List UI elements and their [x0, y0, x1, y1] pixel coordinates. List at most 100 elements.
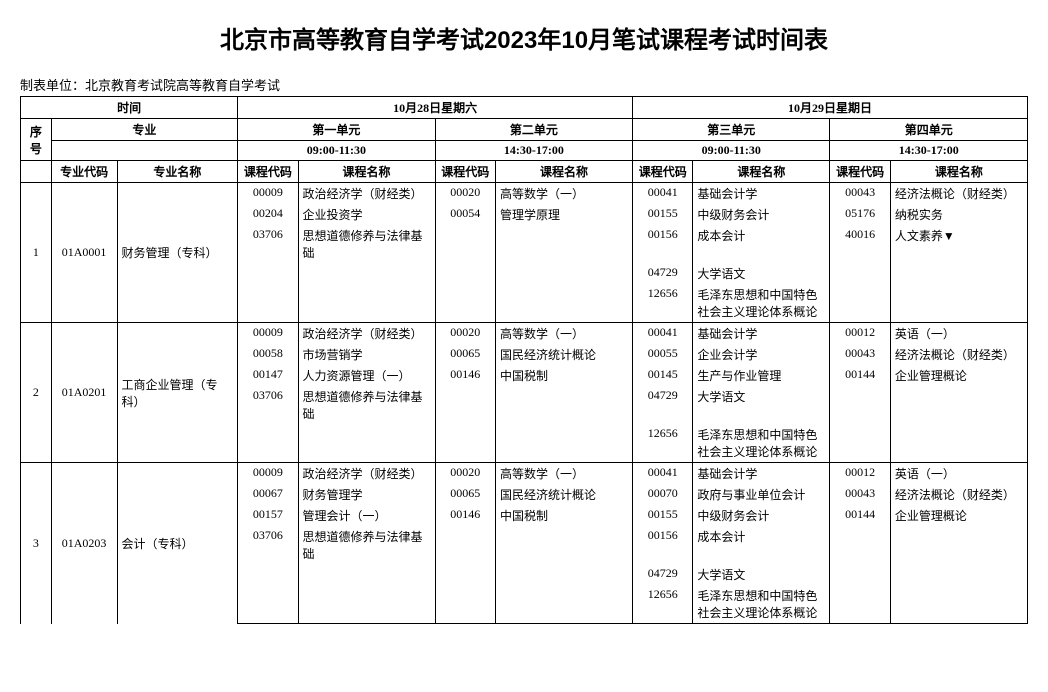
- course-code-cell: 00009: [238, 183, 298, 205]
- header-course-code-3: 课程代码: [633, 161, 693, 183]
- course-name-cell: 纳税实务: [890, 204, 1027, 225]
- header-course-code-2: 课程代码: [435, 161, 495, 183]
- course-name-cell: 思想道德修养与法律基础: [298, 386, 435, 424]
- header-major-code: 专业代码: [51, 161, 117, 183]
- table-body: 101A0001财务管理（专科）00009政治经济学（财经类）00020高等数学…: [21, 183, 1028, 624]
- course-name-cell: 生产与作业管理: [693, 365, 830, 386]
- course-code-cell: 40016: [830, 225, 890, 263]
- course-code-cell: [435, 585, 495, 624]
- header-course-name-3: 课程名称: [693, 161, 830, 183]
- course-code-cell: 00054: [435, 204, 495, 225]
- header-course-code-4: 课程代码: [830, 161, 890, 183]
- course-code-cell: 12656: [633, 585, 693, 624]
- header-time: 时间: [21, 97, 238, 119]
- course-name-cell: 管理学原理: [495, 204, 632, 225]
- course-name-cell: [495, 526, 632, 564]
- course-code-cell: 00067: [238, 484, 298, 505]
- course-code-cell: 00041: [633, 183, 693, 205]
- course-name-cell: [890, 424, 1027, 463]
- schedule-table: 时间 10月28日星期六 10月29日星期日 序号 专业 第一单元 第二单元 第…: [20, 96, 1028, 624]
- course-code-cell: 04729: [633, 263, 693, 284]
- course-name-cell: [495, 225, 632, 263]
- course-code-cell: 00009: [238, 463, 298, 485]
- course-name-cell: 成本会计: [693, 225, 830, 263]
- major-code-cell: 01A0203: [51, 463, 117, 624]
- course-code-cell: 12656: [633, 284, 693, 323]
- header-time2: 14:30-17:00: [435, 141, 632, 161]
- course-name-cell: [890, 386, 1027, 424]
- header-seq-blank: [21, 161, 52, 183]
- course-code-cell: [830, 585, 890, 624]
- course-name-cell: 思想道德修养与法律基础: [298, 225, 435, 263]
- course-code-cell: [435, 526, 495, 564]
- course-code-cell: [830, 564, 890, 585]
- course-code-cell: 00155: [633, 204, 693, 225]
- table-row: 301A0203会计（专科）00009政治经济学（财经类）00020高等数学（一…: [21, 463, 1028, 485]
- course-name-cell: [495, 564, 632, 585]
- course-name-cell: 毛泽东思想和中国特色社会主义理论体系概论: [693, 424, 830, 463]
- course-code-cell: [830, 263, 890, 284]
- course-code-cell: 03706: [238, 386, 298, 424]
- course-name-cell: 企业管理概论: [890, 365, 1027, 386]
- course-name-cell: 人力资源管理（一）: [298, 365, 435, 386]
- course-name-cell: [890, 284, 1027, 323]
- course-name-cell: 经济法概论（财经类）: [890, 484, 1027, 505]
- course-code-cell: 03706: [238, 225, 298, 263]
- course-code-cell: 00144: [830, 505, 890, 526]
- course-code-cell: [238, 424, 298, 463]
- header-major: 专业: [51, 119, 237, 141]
- header-time4: 14:30-17:00: [830, 141, 1028, 161]
- course-name-cell: 政治经济学（财经类）: [298, 183, 435, 205]
- major-name-cell: 财务管理（专科）: [117, 183, 238, 323]
- major-code-cell: 01A0201: [51, 323, 117, 463]
- course-code-cell: 00020: [435, 323, 495, 345]
- course-name-cell: 企业会计学: [693, 344, 830, 365]
- subtitle: 制表单位：北京教育考试院高等教育自学考试: [20, 75, 1028, 94]
- table-row: 101A0001财务管理（专科）00009政治经济学（财经类）00020高等数学…: [21, 183, 1028, 205]
- course-name-cell: 中级财务会计: [693, 505, 830, 526]
- course-code-cell: 05176: [830, 204, 890, 225]
- course-code-cell: 00020: [435, 463, 495, 485]
- header-time3: 09:00-11:30: [633, 141, 830, 161]
- course-name-cell: 经济法概论（财经类）: [890, 344, 1027, 365]
- course-name-cell: 企业管理概论: [890, 505, 1027, 526]
- course-name-cell: [495, 585, 632, 624]
- course-code-cell: 00012: [830, 463, 890, 485]
- course-name-cell: 毛泽东思想和中国特色社会主义理论体系概论: [693, 284, 830, 323]
- header-course-name-4: 课程名称: [890, 161, 1027, 183]
- header-course-code-1: 课程代码: [238, 161, 298, 183]
- course-code-cell: 00041: [633, 463, 693, 485]
- course-name-cell: 大学语文: [693, 263, 830, 284]
- course-code-cell: 00055: [633, 344, 693, 365]
- course-name-cell: 高等数学（一）: [495, 183, 632, 205]
- course-code-cell: [830, 526, 890, 564]
- course-code-cell: 00144: [830, 365, 890, 386]
- course-name-cell: [495, 284, 632, 323]
- course-code-cell: 00012: [830, 323, 890, 345]
- course-name-cell: [495, 263, 632, 284]
- course-name-cell: [298, 585, 435, 624]
- header-unit2: 第二单元: [435, 119, 632, 141]
- course-name-cell: [890, 263, 1027, 284]
- course-code-cell: 00070: [633, 484, 693, 505]
- course-name-cell: [298, 284, 435, 323]
- course-name-cell: 高等数学（一）: [495, 463, 632, 485]
- course-code-cell: 03706: [238, 526, 298, 564]
- major-code-cell: 01A0001: [51, 183, 117, 323]
- course-name-cell: 中级财务会计: [693, 204, 830, 225]
- course-name-cell: [890, 585, 1027, 624]
- course-name-cell: 企业投资学: [298, 204, 435, 225]
- header-day2: 10月29日星期日: [633, 97, 1028, 119]
- course-code-cell: 12656: [633, 424, 693, 463]
- course-name-cell: [298, 564, 435, 585]
- course-name-cell: 成本会计: [693, 526, 830, 564]
- course-code-cell: 00009: [238, 323, 298, 345]
- course-name-cell: 国民经济统计概论: [495, 344, 632, 365]
- course-code-cell: 00058: [238, 344, 298, 365]
- seq-cell: 2: [21, 323, 52, 463]
- course-name-cell: [890, 526, 1027, 564]
- major-name-cell: 会计（专科）: [117, 463, 238, 624]
- course-code-cell: [435, 263, 495, 284]
- course-name-cell: 英语（一）: [890, 323, 1027, 345]
- course-code-cell: [830, 386, 890, 424]
